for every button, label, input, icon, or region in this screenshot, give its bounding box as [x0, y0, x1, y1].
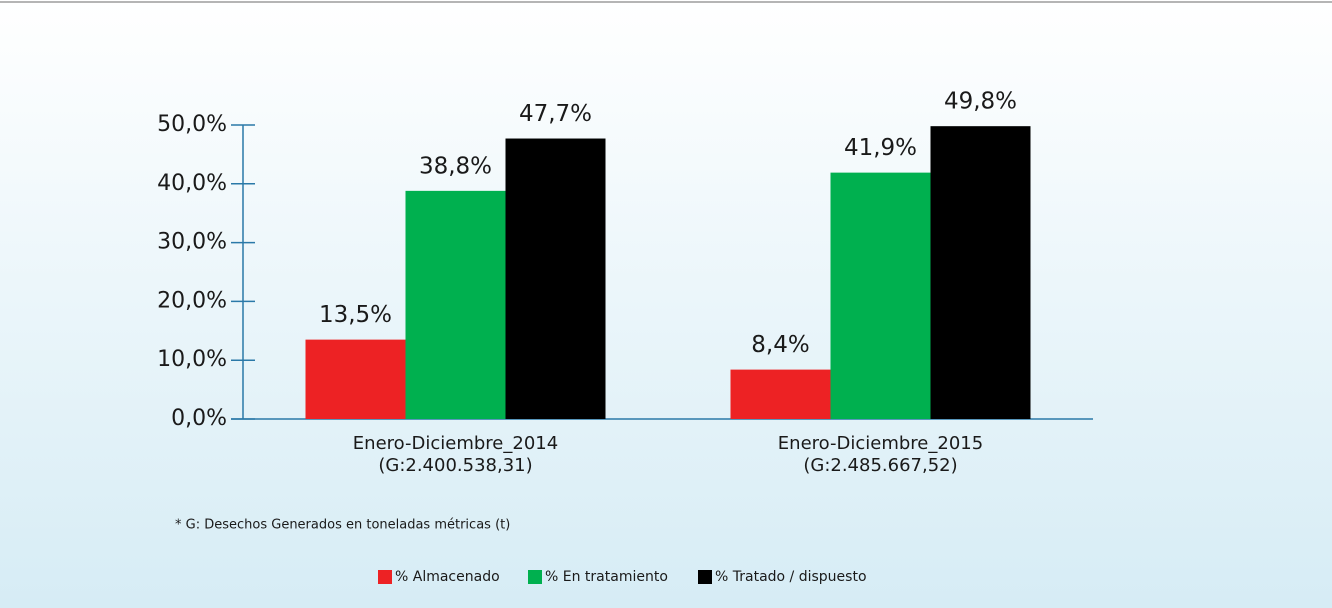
legend-label: % Tratado / dispuesto [715, 569, 867, 585]
y-tick-label: 10,0% [157, 347, 227, 372]
x-tick-label: Enero-Diciembre_2015 [778, 433, 983, 454]
bar [930, 126, 1031, 420]
legend-swatch [378, 570, 392, 584]
x-tick-label: (G:2.485.667,52) [803, 455, 957, 476]
value-label: 47,7% [519, 101, 592, 127]
y-tick-label: 0,0% [171, 406, 227, 431]
bar [830, 172, 931, 419]
legend-swatch [528, 570, 542, 584]
value-label: 13,5% [319, 302, 392, 328]
bar [405, 190, 506, 419]
y-tick-label: 30,0% [157, 230, 227, 255]
y-tick-label: 50,0% [157, 112, 227, 137]
value-label: 8,4% [751, 332, 809, 358]
legend-swatch [698, 570, 712, 584]
y-tick-label: 20,0% [157, 288, 227, 313]
legend-label: % En tratamiento [545, 569, 668, 585]
legend-label: % Almacenado [395, 569, 500, 585]
value-label: 41,9% [844, 135, 917, 161]
bar [730, 369, 831, 419]
value-label: 49,8% [944, 89, 1017, 115]
x-tick-label: (G:2.400.538,31) [378, 455, 532, 476]
value-label: 38,8% [419, 153, 492, 179]
bar [505, 138, 606, 420]
x-tick-label: Enero-Diciembre_2014 [353, 433, 558, 454]
y-tick-label: 40,0% [157, 171, 227, 196]
bar [305, 339, 406, 419]
footnote: * G: Desechos Generados en toneladas mét… [175, 518, 510, 533]
